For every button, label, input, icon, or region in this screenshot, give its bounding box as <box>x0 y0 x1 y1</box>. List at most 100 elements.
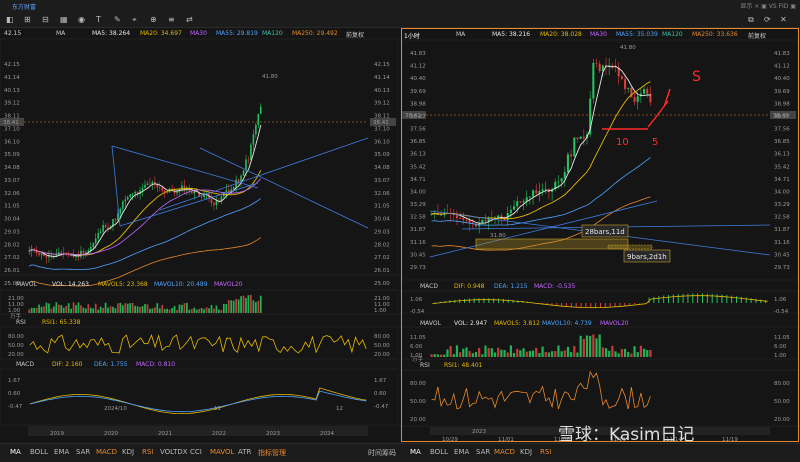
layout-icon[interactable]: ◧ <box>6 15 14 24</box>
window-icon[interactable]: ⧉ <box>748 15 754 24</box>
crosshair-icon[interactable]: ⌖ <box>132 15 137 24</box>
tab-ema[interactable]: EMA <box>454 448 470 456</box>
split-icon[interactable]: ⊟ <box>42 15 49 24</box>
volume-bar <box>585 335 589 357</box>
date-label: 2024/10 <box>104 406 127 412</box>
macd-histogram-bar <box>692 293 694 303</box>
chips-button[interactable]: 筹码 <box>382 449 396 457</box>
candle-body <box>620 76 623 80</box>
volume-bar <box>57 304 60 313</box>
tab-voltdx[interactable]: VOLTDX <box>160 448 188 456</box>
price-tag-left <box>0 118 24 126</box>
tab-rsi[interactable]: RSI <box>540 448 552 456</box>
text-tool-icon[interactable]: T <box>96 15 101 24</box>
candle-body <box>573 137 576 157</box>
candle-body <box>72 255 75 258</box>
current-price-label-left: 38.41 <box>3 120 19 126</box>
price-axis-left: 34.00 <box>410 189 426 195</box>
macd-histogram-bar <box>706 293 708 303</box>
tab-ma[interactable]: MA <box>410 448 421 456</box>
candle-body <box>481 219 484 224</box>
tab-rsi[interactable]: RSI <box>142 448 154 456</box>
volume-bar <box>173 306 176 313</box>
hourly-chart-canvas[interactable]: 38.41 38.41 41.80 31.80 41.83 41.12 40.40 39.69… <box>402 29 798 441</box>
ma55-line <box>431 157 651 226</box>
daily-chart-canvas[interactable]: 38.4138.4141.8024.8842.1541.1440.1339.12… <box>0 28 398 442</box>
refresh-icon[interactable]: ⟳ <box>764 15 771 24</box>
tab-macd[interactable]: MACD <box>494 448 515 456</box>
volume-bar <box>80 305 82 313</box>
tab-ma[interactable]: MA <box>10 448 21 456</box>
volume-bar <box>430 354 433 357</box>
tab-sar[interactable]: SAR <box>476 448 491 456</box>
candle-body <box>220 196 223 201</box>
pen-icon[interactable]: ✎ <box>114 15 121 24</box>
volume-bar <box>439 354 443 357</box>
volume-axis-left: 21.00 <box>8 296 24 302</box>
macd-histogram-bar <box>711 293 713 303</box>
adjust-selector[interactable]: 前复权 <box>748 33 767 40</box>
volume-bar <box>218 309 220 313</box>
macd-histogram-bar <box>702 293 703 303</box>
volume-bar <box>242 295 245 313</box>
volume-bar <box>99 306 102 313</box>
volume-bar <box>490 348 493 357</box>
tab-atr[interactable]: ATR <box>238 448 252 456</box>
menu-icon[interactable]: ≡ <box>168 15 175 24</box>
volume-bar <box>601 347 604 357</box>
zoom-icon[interactable]: ⊕ <box>150 15 157 24</box>
volume-bar <box>230 300 233 313</box>
volume-bar <box>193 307 196 313</box>
mavol20-value: MAVOL20 <box>600 320 629 327</box>
tab-boll[interactable]: BOLL <box>430 448 448 456</box>
candle-body <box>65 254 67 255</box>
candle-body <box>589 98 592 135</box>
tab-cci[interactable]: CCI <box>190 448 202 456</box>
trendline-triangle <box>111 145 259 227</box>
period-selector[interactable]: 1小时 <box>404 33 420 40</box>
volume-bar <box>136 306 139 313</box>
close-icon[interactable]: ✕ <box>780 15 787 24</box>
tab-indicator-manage[interactable]: 指标管理 <box>258 449 286 457</box>
table-icon[interactable]: ▦ <box>60 15 68 24</box>
tab-ema[interactable]: EMA <box>54 448 70 456</box>
volume-axis-left: 1.00 <box>410 353 423 359</box>
grid-icon[interactable]: ⊞ <box>24 15 31 24</box>
overview-year: 2022 <box>212 431 226 437</box>
candle-body <box>566 154 569 173</box>
macd-histogram-bar <box>687 293 689 303</box>
candle-body <box>528 196 531 198</box>
volume-bar <box>146 304 149 313</box>
tab-mavol[interactable]: MAVOL <box>210 448 235 456</box>
volume-bar <box>124 303 127 313</box>
tab-macd[interactable]: MACD <box>96 448 117 456</box>
ma250-value: MA250: 29.492 <box>292 30 338 37</box>
ma55-value: MA55: 29.819 <box>216 30 258 37</box>
price-axis-right: 36.10 <box>374 139 390 145</box>
tab-boll[interactable]: BOLL <box>30 448 48 456</box>
window-controls[interactable]: 显示 × ▣ VS FID ▣ <box>740 3 796 10</box>
volume-bar <box>452 354 455 357</box>
volume-bar <box>516 348 519 357</box>
price-axis-left: 41.12 <box>410 64 426 70</box>
hourly-chart-pane[interactable]: 1小时 MA MA5: 38.216 MA20: 38.028 MA30 MA5… <box>401 28 799 442</box>
price-axis-left: 32.06 <box>4 191 20 197</box>
tab-kdj[interactable]: KDJ <box>520 448 533 456</box>
candle-body <box>544 188 547 190</box>
target-icon[interactable]: ◉ <box>78 15 85 24</box>
macd-histogram-bar <box>760 299 762 303</box>
volume-bar <box>459 352 462 357</box>
tab-kdj[interactable]: KDJ <box>122 448 135 456</box>
tab-sar[interactable]: SAR <box>76 448 91 456</box>
daily-chart-pane[interactable]: 42.15 MA MA5: 38.264 MA20: 34.697 MA30 M… <box>0 28 398 442</box>
macd-label: MACD <box>420 283 438 290</box>
volume-bar <box>649 349 652 357</box>
time-button[interactable]: 时间 <box>368 449 382 457</box>
candle-body <box>232 187 235 190</box>
adjust-selector[interactable]: 前复权 <box>346 32 365 39</box>
swap-icon[interactable]: ⇄ <box>186 15 193 24</box>
macd-histogram-bar <box>755 298 757 303</box>
candle-body <box>158 187 161 189</box>
candle-body <box>459 218 462 219</box>
price-axis-left: 34.71 <box>410 177 426 183</box>
